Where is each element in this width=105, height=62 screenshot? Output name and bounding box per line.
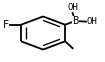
Text: F: F [3, 20, 9, 30]
Text: B: B [72, 16, 78, 26]
Text: OH: OH [68, 3, 79, 12]
Text: OH: OH [86, 17, 97, 26]
